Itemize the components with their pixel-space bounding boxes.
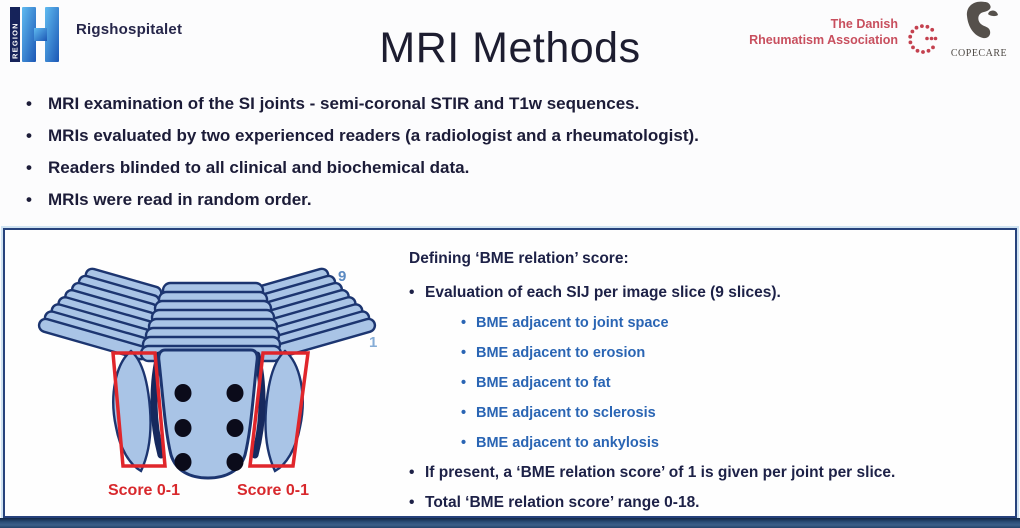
bullet-dot: • xyxy=(26,94,32,113)
bullet-dot: • xyxy=(461,345,467,361)
association-name: The Danish Rheumatism Association xyxy=(749,16,898,48)
bullet-dot: • xyxy=(461,315,467,331)
bullet-text: MRI examination of the SI joints - semi-… xyxy=(48,94,640,113)
sij-slices-illustration: 9 1 Score 0-1 Score 0-1 xyxy=(37,267,377,499)
bullet-dot: • xyxy=(26,190,32,209)
bullet-list: • MRI examination of the SI joints - sem… xyxy=(24,94,764,222)
panel-heading: Defining ‘BME relation’ score: xyxy=(409,250,629,267)
sub-bullet-text: BME adjacent to sclerosis xyxy=(476,405,656,421)
bullet-dot: • xyxy=(409,494,415,511)
copecare-label: COPECARE xyxy=(950,48,1008,59)
right-score-label: Score 0-1 xyxy=(237,482,309,499)
panel-bullet-text: Evaluation of each SIJ per image slice (… xyxy=(425,284,781,301)
hospital-name: Rigshospitalet xyxy=(76,21,183,38)
left-joint-score-box xyxy=(111,351,167,468)
bullet-dot: • xyxy=(461,405,467,421)
association-line1: The Danish xyxy=(830,17,898,31)
bullet-item: • MRI examination of the SI joints - sem… xyxy=(24,94,764,113)
bullet-item: • Readers blinded to all clinical and bi… xyxy=(24,158,764,177)
slice-9-label: 9 xyxy=(338,268,346,285)
bullet-dot: • xyxy=(26,126,32,145)
bullet-dot: • xyxy=(409,464,415,481)
bullet-text: Readers blinded to all clinical and bioc… xyxy=(48,158,470,177)
bullet-dot: • xyxy=(26,158,32,177)
bme-score-panel: 9 1 Score 0-1 Score 0-1 Defining ‘BME re… xyxy=(3,228,1017,518)
panel-bullet-if-present: • If present, a ‘BME relation score’ of … xyxy=(409,458,1009,488)
panel-bullet-total: • Total ‘BME relation score’ range 0-18. xyxy=(409,488,1009,518)
panel-bullet-text: If present, a ‘BME relation score’ of 1 … xyxy=(425,464,896,481)
region-strip xyxy=(10,7,20,62)
bullet-dot: • xyxy=(461,375,467,391)
sub-bullet-text: BME adjacent to erosion xyxy=(476,345,646,361)
bullet-item: • MRIs evaluated by two experienced read… xyxy=(24,126,764,145)
bullet-dot: • xyxy=(461,435,467,451)
page-title: MRI Methods xyxy=(379,24,641,72)
panel-bullet-evaluation: • Evaluation of each SIJ per image slice… xyxy=(409,278,1009,308)
bullet-dot: • xyxy=(409,284,415,301)
bullet-text: MRIs evaluated by two experienced reader… xyxy=(48,126,699,145)
bme-definition-text: Defining ‘BME relation’ score: • Evaluat… xyxy=(409,250,1009,518)
h-letter xyxy=(22,7,59,62)
association-line2: Rheumatism Association xyxy=(749,33,898,47)
sub-bullet-erosion: • BME adjacent to erosion xyxy=(409,338,1009,368)
sub-bullet-sclerosis: • BME adjacent to sclerosis xyxy=(409,398,1009,428)
sub-bullet-ankylosis: • BME adjacent to ankylosis xyxy=(409,428,1009,458)
right-joint-score-box xyxy=(248,351,310,468)
region-h-logo: REGION xyxy=(10,7,59,62)
sub-bullet-text: BME adjacent to joint space xyxy=(476,315,669,331)
sub-bullet-text: BME adjacent to ankylosis xyxy=(476,435,659,451)
left-score-label: Score 0-1 xyxy=(108,482,180,499)
copecare-icon xyxy=(966,1,998,39)
slice-1-label: 1 xyxy=(369,334,377,351)
region-label: REGION xyxy=(11,22,20,59)
copecare-logo: COPECARE xyxy=(942,0,1016,59)
sub-bullet-fat: • BME adjacent to fat xyxy=(409,368,1009,398)
dotted-g-icon xyxy=(908,24,938,54)
bullet-text: MRIs were read in random order. xyxy=(48,190,312,209)
bullet-item: • MRIs were read in random order. xyxy=(24,190,764,209)
panel-bullet-text: Total ‘BME relation score’ range 0-18. xyxy=(425,494,700,511)
sub-bullet-text: BME adjacent to fat xyxy=(476,375,611,391)
sub-bullet-joint-space: • BME adjacent to joint space xyxy=(409,308,1009,338)
slide-footer-bar xyxy=(0,518,1020,528)
